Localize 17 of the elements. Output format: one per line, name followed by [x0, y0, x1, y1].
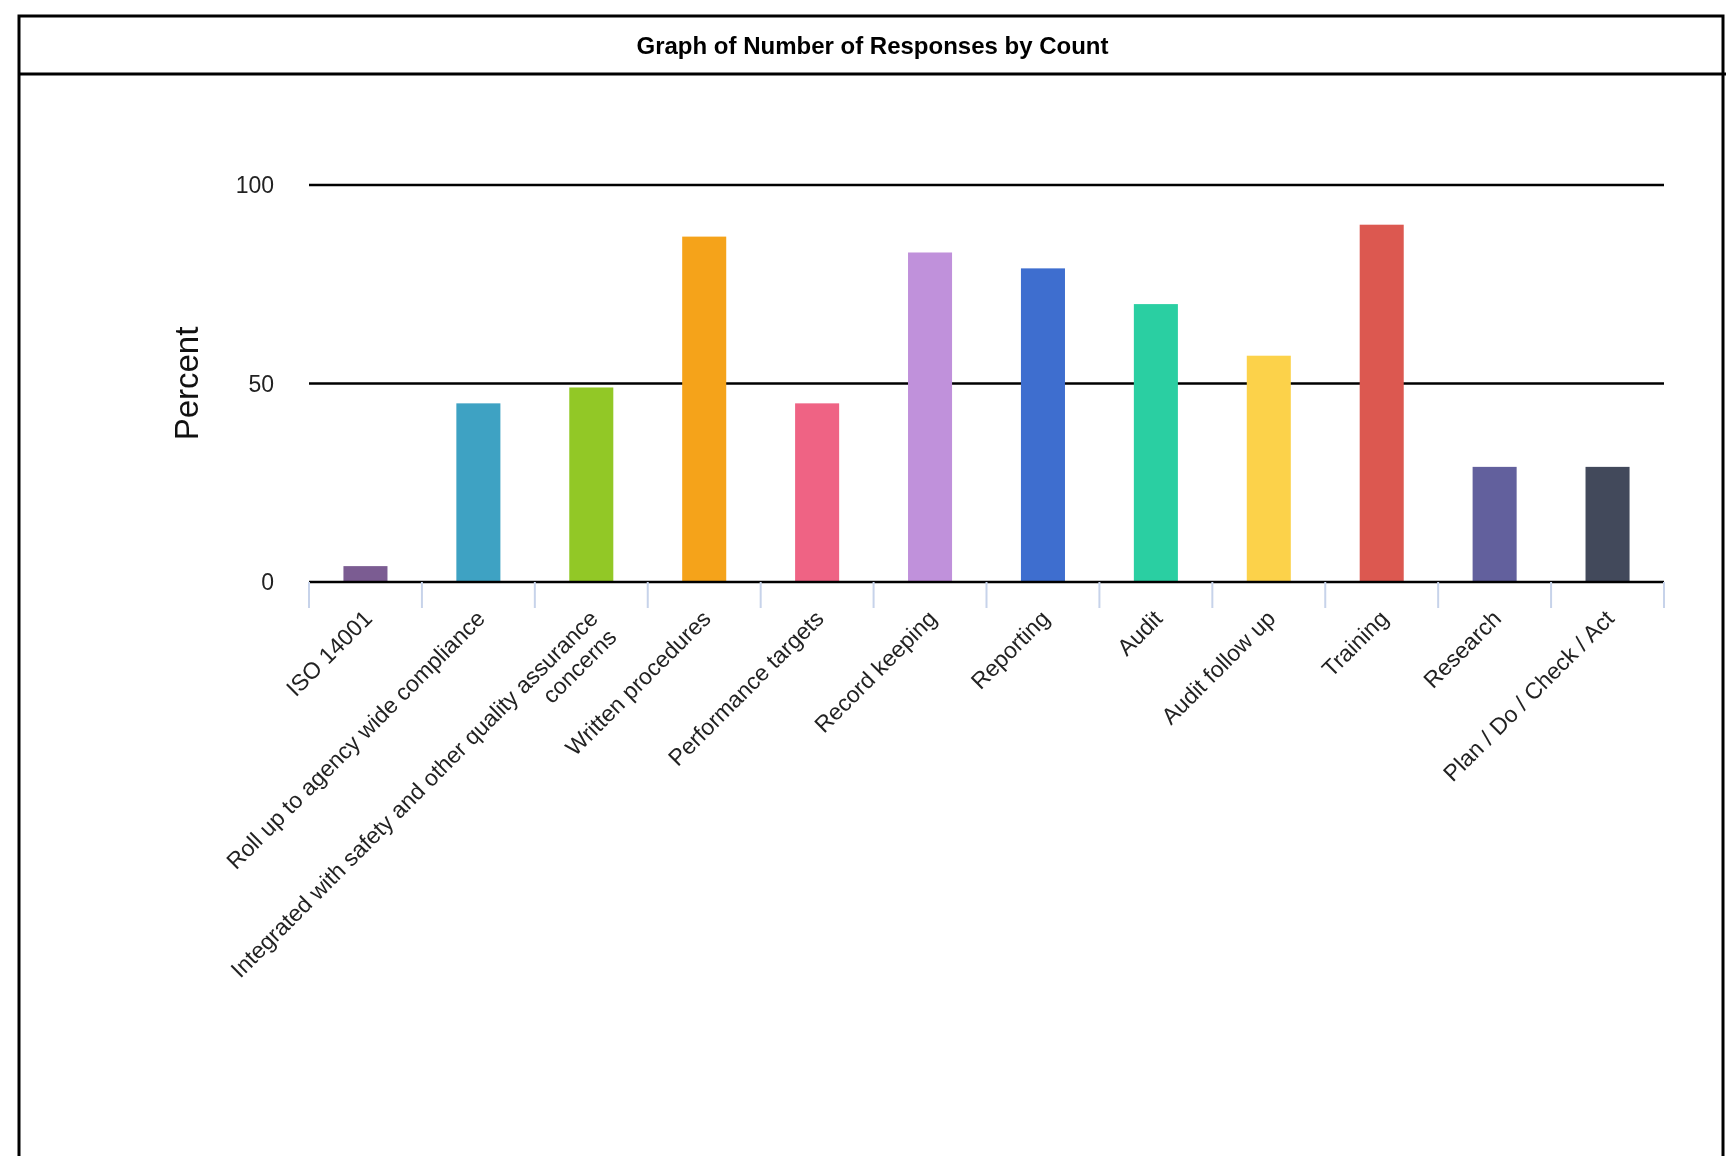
bar	[1020, 268, 1065, 582]
bar	[1585, 466, 1630, 582]
y-tick-label: 100	[235, 172, 274, 199]
chart-title: Graph of Number of Responses by Count	[636, 32, 1109, 59]
bar	[569, 387, 614, 582]
bar	[1359, 224, 1404, 582]
bar	[1133, 304, 1178, 582]
bar	[456, 403, 501, 582]
bar	[795, 403, 840, 582]
y-tick-label: 50	[248, 370, 274, 397]
bar	[682, 236, 727, 582]
bar	[1472, 466, 1517, 582]
bar	[1246, 355, 1291, 582]
y-tick-label: 0	[261, 569, 274, 596]
y-axis-title: Percent	[168, 326, 205, 441]
bar	[343, 566, 388, 582]
bar	[908, 252, 953, 582]
